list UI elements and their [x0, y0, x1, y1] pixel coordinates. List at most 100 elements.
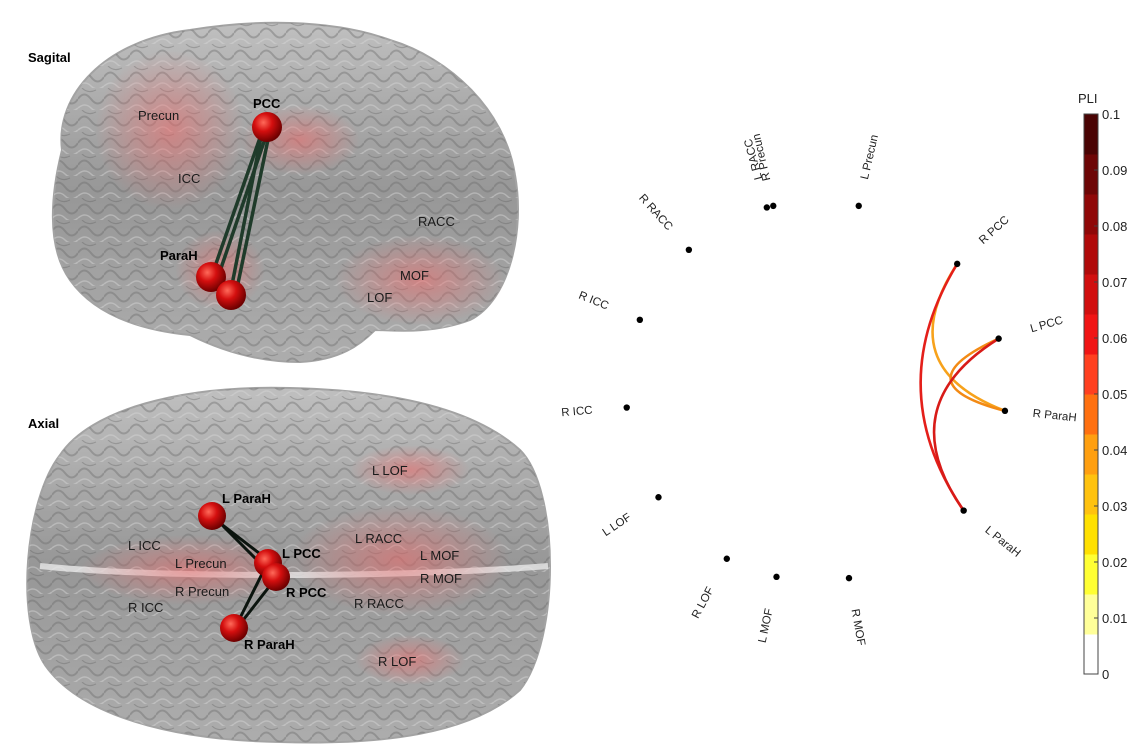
connectogram-node: [636, 316, 644, 324]
sagittal-label-precun: Precun: [138, 108, 179, 123]
colorbar-tick-label: 0.02: [1102, 555, 1127, 570]
sagittal-brain-view: Sagital Precun PCC ICC RACC ParaH MOF LO…: [28, 21, 519, 364]
connectogram-edge: [931, 263, 1006, 413]
connectogram-node: [995, 335, 1002, 342]
connectogram-edge: [932, 337, 1000, 512]
connectogram-node: [773, 573, 780, 581]
connectogram-node: [685, 246, 693, 254]
connectogram-nodes: [623, 202, 1009, 582]
colorbar-tick-label: 0.04: [1102, 443, 1127, 458]
connectogram-node-label: R ParaH: [1032, 408, 1077, 425]
colorbar-segment: [1084, 474, 1098, 515]
colorbar-segment: [1084, 514, 1098, 555]
axial-label-r-racc: R RACC: [354, 596, 404, 611]
colorbar-title: PLI: [1078, 91, 1098, 106]
connectogram-node-label: R MOF: [849, 608, 867, 647]
connectogram-node-label: R ICC: [561, 405, 593, 420]
sagittal-edge: [210, 131, 264, 276]
sagittal-label-icc: ICC: [178, 171, 200, 186]
sagittal-parah-node: [196, 262, 226, 292]
colorbar-tick-label: 0.06: [1102, 331, 1127, 346]
connectogram-node: [845, 574, 853, 582]
connectogram-node-label: L LOF: [601, 511, 634, 539]
axial-label-r-lof: R LOF: [378, 654, 416, 669]
colorbar-segment: [1084, 154, 1098, 195]
connectogram-node: [770, 202, 777, 210]
connectogram-node-label: L ParaH: [982, 524, 1022, 560]
sagittal-edge: [216, 129, 270, 278]
colorbar-tick-label: 0: [1102, 667, 1109, 682]
sagittal-label-racc: RACC: [418, 214, 455, 229]
axial-r-parah-node: [220, 614, 248, 642]
connectogram-node: [855, 202, 862, 210]
connectogram-node-label: R LOF: [690, 585, 716, 621]
sagittal-label-lof: LOF: [367, 290, 392, 305]
axial-label-l-pcc: L PCC: [282, 546, 321, 561]
connectogram-node-label: R ICC: [577, 290, 611, 313]
pli-colorbar: PLI 0.10.090.080.070.060.050.040.030.020…: [1078, 91, 1127, 682]
colorbar-tick-label: 0.08: [1102, 219, 1127, 234]
colorbar-segment: [1084, 634, 1098, 675]
colorbar-segment: [1084, 274, 1098, 315]
axial-label-l-racc: L RACC: [355, 531, 402, 546]
connectogram-node: [623, 404, 630, 411]
sagittal-edge: [228, 131, 264, 296]
connectogram-edge: [949, 337, 1006, 413]
axial-label-r-precun: R Precun: [175, 584, 229, 599]
connectogram-node-label: L PCC: [1029, 314, 1064, 335]
colorbar-tick-label: 0.1: [1102, 107, 1120, 122]
colorbar-segment: [1084, 434, 1098, 475]
sagittal-precun-region: [95, 50, 245, 210]
colorbar-tick-label: 0.07: [1102, 275, 1127, 290]
sagittal-label-pcc: PCC: [253, 96, 281, 111]
axial-label-l-icc: L ICC: [128, 538, 161, 553]
axial-label-r-pcc: R PCC: [286, 585, 327, 600]
sagittal-label-mof: MOF: [400, 268, 429, 283]
axial-l-parah-node: [198, 502, 226, 530]
axial-left-midline-region: [80, 535, 300, 605]
connectogram-node-label: R RACC: [636, 192, 674, 233]
colorbar-tick-label: 0.09: [1102, 163, 1127, 178]
connectogram-node: [655, 494, 662, 501]
colorbar-segment: [1084, 394, 1098, 435]
connectogram-node: [960, 507, 967, 514]
connectogram-node-label: L Precun: [859, 134, 881, 181]
sagittal-mof-lof-region: [335, 235, 505, 325]
axial-label-l-lof: L LOF: [372, 463, 408, 478]
colorbar-tick-label: 0.05: [1102, 387, 1127, 402]
colorbar-tick-label: 0.03: [1102, 499, 1127, 514]
colorbar-segment: [1084, 314, 1098, 355]
axial-r-pcc-node: [262, 563, 290, 591]
connectogram-node: [1001, 407, 1009, 415]
connectogram-node-label: R PCC: [977, 214, 1012, 247]
connectogram-node-label: L MOF: [757, 608, 776, 644]
colorbar-segment: [1084, 194, 1098, 235]
colorbar-tick-label: 0.01: [1102, 611, 1127, 626]
axial-frontal-region: [290, 505, 510, 615]
colorbar-segment: [1084, 234, 1098, 275]
connectogram-node: [953, 260, 961, 268]
colorbar-segments: [1084, 114, 1098, 675]
sagittal-title: Sagital: [28, 50, 71, 65]
connectogram-node: [763, 204, 771, 211]
colorbar-ticks: 0.1 0.09 0.08 0.07 0.06 0.05 0.04 0.03 0.02 0.01 0: [1094, 107, 1127, 682]
axial-rlof-region: [355, 635, 465, 685]
colorbar-segment: [1084, 354, 1098, 395]
connectogram-arcs: [919, 263, 1006, 512]
sagittal-edge: [234, 129, 272, 294]
sagittal-label-parah: ParaH: [160, 248, 198, 263]
sagittal-connections: [210, 129, 272, 296]
axial-label-r-icc: R ICC: [128, 600, 163, 615]
axial-brain-view: Axial L LOF L ParaH L ICC L PCC L RACC L…: [26, 386, 551, 744]
axial-llof-region: [350, 445, 470, 495]
axial-label-l-precun: L Precun: [175, 556, 227, 571]
sagittal-parah-node-2: [216, 280, 246, 310]
connectogram-node: [723, 555, 731, 562]
axial-label-r-parah: R ParaH: [244, 637, 295, 652]
axial-label-r-mof: R MOF: [420, 571, 462, 586]
sagittal-pcc-node: [252, 112, 282, 142]
colorbar-segment: [1084, 554, 1098, 595]
